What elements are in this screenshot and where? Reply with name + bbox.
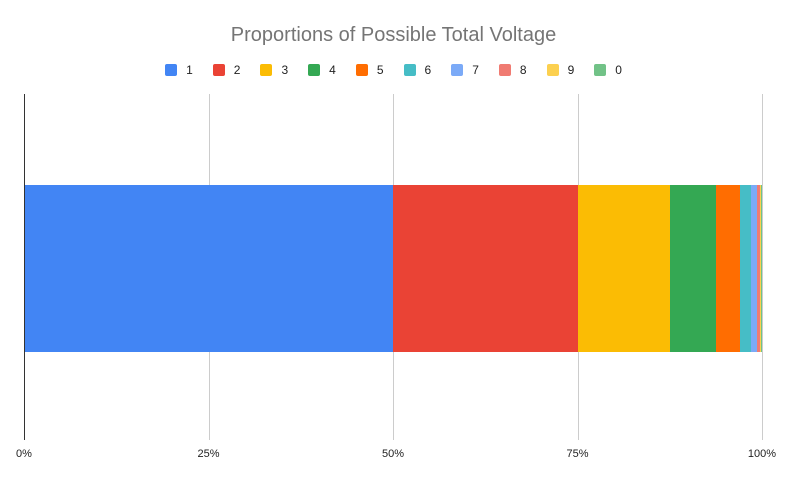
legend-label: 4 (329, 63, 336, 77)
plot-area (24, 94, 763, 440)
legend-item-3[interactable]: 3 (260, 63, 288, 77)
gridline-100 (762, 94, 763, 440)
legend-swatch (498, 64, 511, 76)
x-tick-label: 0% (16, 448, 32, 460)
legend-item-5[interactable]: 5 (355, 63, 384, 77)
bar-segment-3[interactable] (577, 185, 671, 352)
legend-swatch (212, 64, 225, 76)
legend-swatch (165, 64, 178, 76)
legend-label: 6 (424, 63, 432, 77)
legend-swatch (403, 64, 416, 76)
legend-item-0[interactable]: 0 (594, 63, 622, 77)
x-tick-label: 100% (747, 448, 777, 460)
legend-label: 0 (615, 63, 622, 77)
x-tick-label: 75% (566, 448, 589, 460)
legend-swatch (355, 64, 368, 76)
legend-label: 5 (376, 63, 384, 77)
bar-segment-9[interactable] (759, 185, 762, 352)
legend-swatch (260, 64, 273, 76)
legend-label: 7 (472, 63, 479, 77)
bar-segment-8[interactable] (756, 185, 760, 352)
legend-item-2[interactable]: 2 (212, 63, 241, 77)
legend-item-6[interactable]: 6 (403, 63, 432, 77)
bar-segment-5[interactable] (716, 185, 740, 352)
legend-item-4[interactable]: 4 (308, 63, 336, 77)
legend-swatch (308, 64, 321, 76)
bar-segment-4[interactable] (670, 185, 717, 352)
legend-swatch (451, 64, 464, 76)
legend-swatch (594, 64, 607, 76)
legend-item-1[interactable]: 1 (165, 63, 193, 77)
chart-title: Proportions of Possible Total Voltage (230, 24, 557, 46)
bar-segment-7[interactable] (751, 185, 757, 352)
bar-segment-1[interactable] (24, 185, 394, 352)
stacked-bar (24, 185, 762, 352)
legend-item-7[interactable]: 7 (451, 63, 479, 77)
x-axis-labels: 0% 25% 50% 75% 100% (0, 448, 787, 464)
legend-label: 3 (281, 63, 289, 77)
legend-label: 1 (186, 63, 193, 77)
x-tick-label: 25% (197, 448, 220, 460)
legend-label: 2 (233, 63, 241, 77)
legend: 1 2 3 4 5 6 7 8 9 0 (0, 63, 787, 77)
bar-segment-2[interactable] (393, 185, 578, 352)
legend-item-9[interactable]: 9 (546, 63, 575, 77)
legend-swatch (546, 64, 559, 76)
bar-segment-6[interactable] (739, 185, 752, 352)
legend-label: 8 (519, 63, 527, 77)
y-axis-line (24, 94, 25, 440)
legend-item-8[interactable]: 8 (498, 63, 527, 77)
legend-label: 9 (567, 63, 575, 77)
x-tick-label: 50% (381, 448, 405, 460)
bar-segment-0[interactable] (761, 185, 762, 352)
